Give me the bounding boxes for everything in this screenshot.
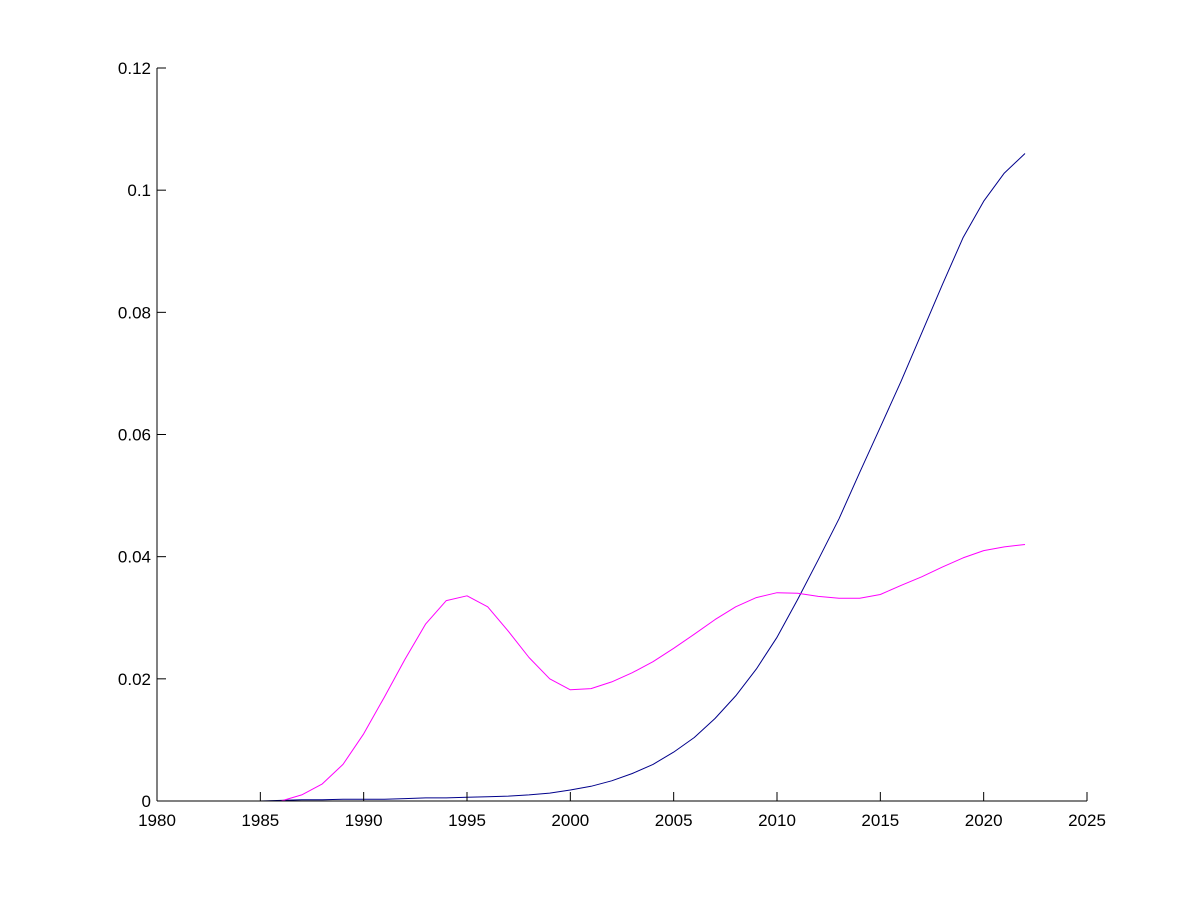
y-tick-label: 0.08 [118, 303, 151, 322]
y-axis-ticks: 0 0.02 0.04 0.06 0.08 0.1 0.12 [118, 59, 166, 811]
x-tick-label: 1990 [345, 811, 383, 830]
x-tick-label: 1995 [448, 811, 486, 830]
series-line-1 [157, 153, 1026, 802]
x-tick-label: 2000 [551, 811, 589, 830]
x-axis-ticks: 1980 1985 1990 1995 2000 2005 2010 2015 2020 2025 [138, 792, 1106, 830]
y-tick-label: 0.06 [118, 426, 151, 445]
x-tick-label: 2010 [758, 811, 796, 830]
series-layer [157, 153, 1026, 802]
y-tick-label: 0.12 [118, 59, 151, 78]
axes [156, 68, 1087, 802]
x-tick-label: 2005 [655, 811, 693, 830]
x-tick-label: 2015 [861, 811, 899, 830]
y-tick-label: 0.04 [118, 548, 151, 567]
y-tick-label: 0.02 [118, 670, 151, 689]
series-line-2 [157, 544, 1026, 802]
y-tick-label: 0.1 [127, 181, 151, 200]
x-tick-label: 2025 [1068, 811, 1106, 830]
x-tick-label: 1985 [241, 811, 279, 830]
x-tick-label: 2020 [965, 811, 1003, 830]
x-tick-label: 1980 [138, 811, 176, 830]
y-tick-label: 0 [142, 792, 151, 811]
